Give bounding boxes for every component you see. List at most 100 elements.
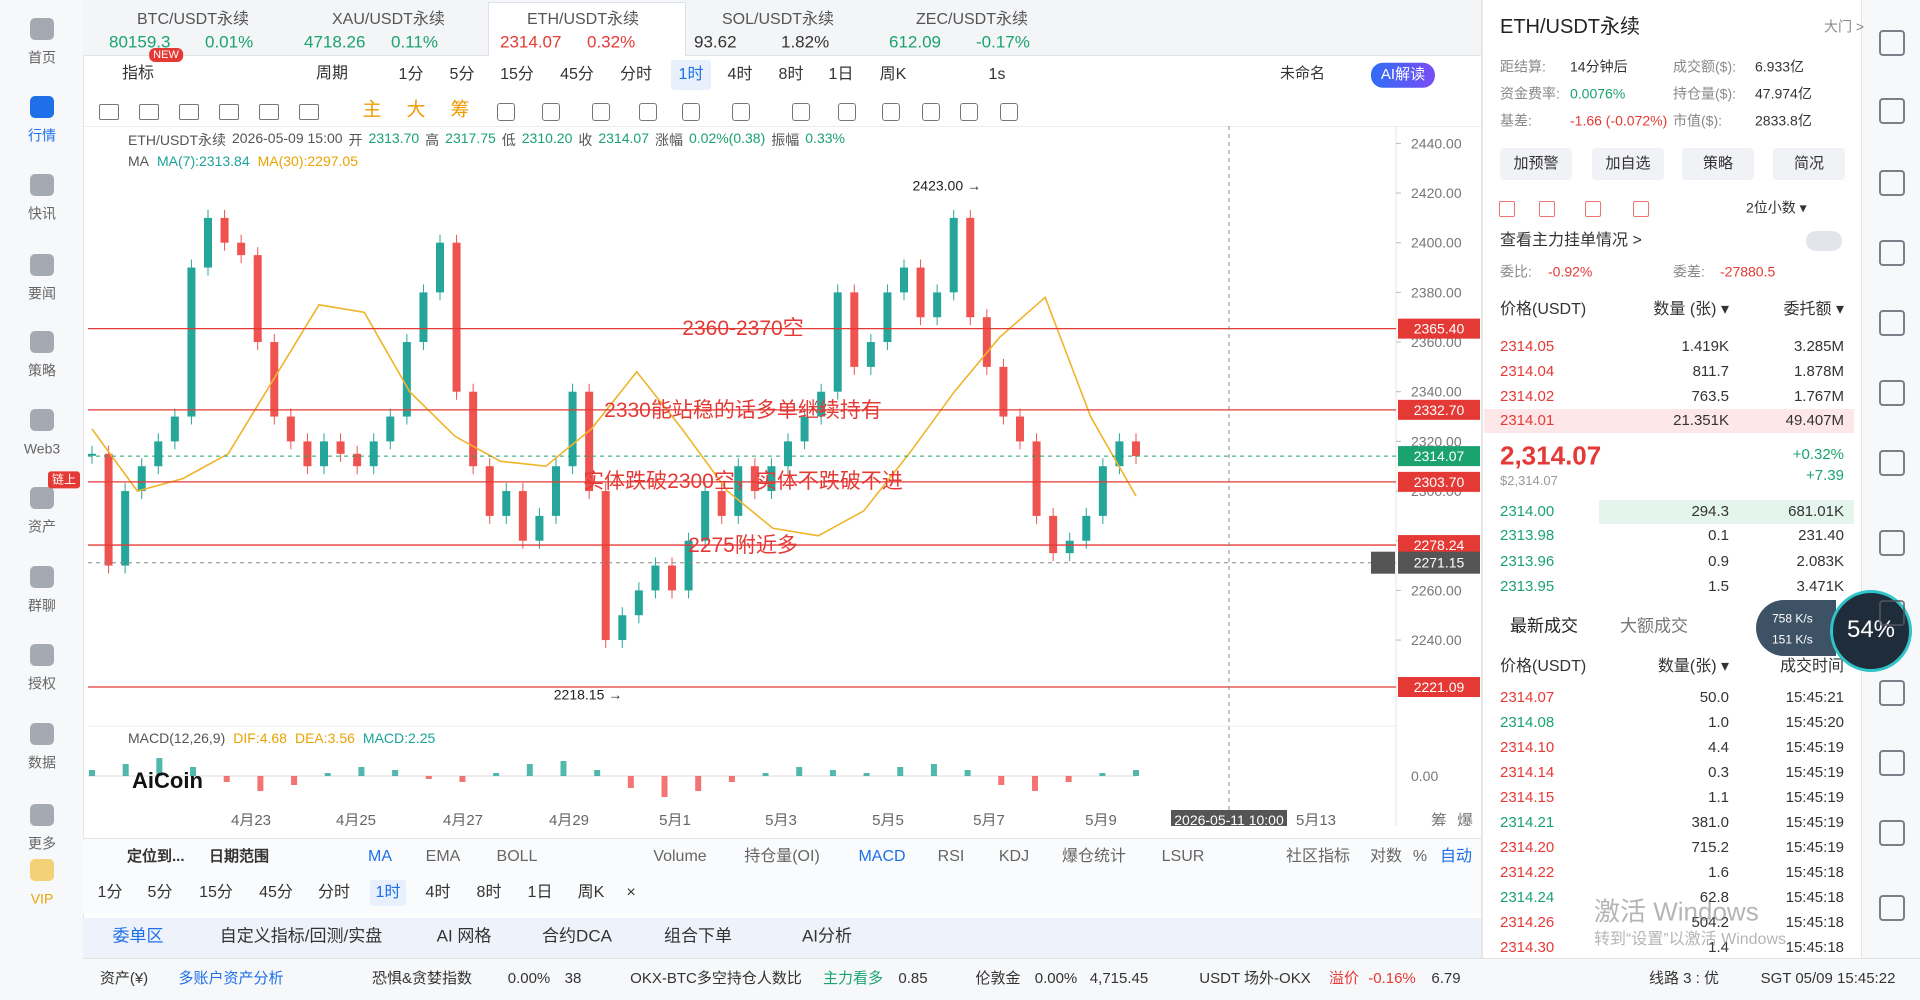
draw-tool[interactable]: 筹 xyxy=(450,99,470,121)
stat-label: 距结算: xyxy=(1500,58,1546,75)
candle xyxy=(883,292,892,343)
indicator-button[interactable]: 社区指标 xyxy=(1285,848,1351,866)
period-button[interactable]: 1分 xyxy=(398,66,424,84)
bottom-tab[interactable]: 合约DCA xyxy=(542,926,612,946)
nav-item[interactable]: 数据 xyxy=(28,754,56,771)
nav-item[interactable]: 授权 xyxy=(28,675,56,692)
indicator-button[interactable]: BOLL xyxy=(496,848,538,866)
period-button[interactable]: 15分 xyxy=(199,884,233,902)
period-button[interactable]: 5分 xyxy=(147,884,173,902)
status-item: 4,715.45 xyxy=(1089,969,1149,987)
range-button[interactable]: 日期范围 xyxy=(208,847,270,865)
nav-item[interactable]: 首页 xyxy=(28,49,56,66)
panel-button[interactable]: 策略 xyxy=(1702,154,1734,172)
field-value: 2314.07 xyxy=(598,130,649,146)
nav-item[interactable]: 更多 xyxy=(28,835,56,852)
period-button[interactable]: 1日 xyxy=(527,884,553,902)
status-item: -0.16% xyxy=(1368,969,1416,987)
book-amount: 1.767M xyxy=(1793,387,1844,405)
bottom-tab[interactable]: 组合下单 xyxy=(664,926,732,946)
ticker-symbol[interactable]: SOL/USDT永续 xyxy=(722,11,835,29)
period-button[interactable]: 分时 xyxy=(619,66,653,84)
indicator-button[interactable]: KDJ xyxy=(998,848,1030,866)
period-button[interactable]: 1时 xyxy=(375,884,401,902)
book-qty: 811.7 xyxy=(1692,362,1729,380)
period-button[interactable]: 1分 xyxy=(97,884,123,902)
status-item: 0.85 xyxy=(898,969,928,987)
layout-name[interactable]: 未命名 xyxy=(1280,64,1326,82)
nav-icon xyxy=(30,723,54,745)
period-button[interactable]: 分时 xyxy=(317,884,351,902)
draw-tool[interactable]: 大 xyxy=(406,99,426,121)
y-tick-label: 2260.00 xyxy=(1411,582,1462,598)
ticker-symbol[interactable]: ZEC/USDT永续 xyxy=(916,11,1029,29)
x-tick-label: 4月23 xyxy=(231,812,271,826)
indicator-button[interactable]: 持仓量(OI) xyxy=(744,848,820,866)
period-button[interactable]: 5分 xyxy=(449,66,475,84)
nav-item[interactable]: VIP xyxy=(30,890,54,907)
ticker-symbol[interactable]: ETH/USDT永续 xyxy=(527,11,640,29)
trade-tab[interactable]: 大额成交 xyxy=(1620,616,1688,636)
period-button[interactable]: 1日 xyxy=(828,66,854,84)
trade-tab[interactable]: 最新成交 xyxy=(1510,616,1578,636)
period-button[interactable]: 周K xyxy=(577,884,605,902)
locate-button[interactable]: 定位到... xyxy=(127,847,185,865)
toolbar-button[interactable]: 指标 xyxy=(122,65,155,83)
nav-item[interactable]: 要闻 xyxy=(28,285,56,302)
nav-item[interactable]: 行情 xyxy=(28,127,56,144)
candle xyxy=(916,267,925,318)
indicator-button[interactable]: MACD xyxy=(858,848,906,866)
book-qty: 21.351K xyxy=(1673,411,1729,429)
period-button[interactable]: 4时 xyxy=(425,884,451,902)
speed-button[interactable]: 1s xyxy=(988,66,1006,84)
crosshair-label: 2271.15 xyxy=(1414,555,1465,571)
tool-icon xyxy=(922,103,940,121)
indicator-button[interactable]: MA xyxy=(368,848,392,866)
indicator-button[interactable]: RSI xyxy=(937,848,965,866)
bottom-tab[interactable]: AI分析 xyxy=(801,926,853,946)
panel-button[interactable]: 加自选 xyxy=(1605,154,1651,172)
nav-item[interactable]: Web3 xyxy=(23,440,61,457)
nav-item[interactable]: 资产 xyxy=(28,518,56,535)
indicator-button[interactable]: 爆仓统计 xyxy=(1061,848,1127,866)
decimals-select[interactable]: 2位小数 ▾ xyxy=(1746,199,1807,216)
period-button[interactable]: 15分 xyxy=(500,66,534,84)
period-button[interactable]: 周K xyxy=(879,66,907,84)
period-button[interactable]: 8时 xyxy=(778,66,804,84)
draw-tool[interactable]: 主 xyxy=(362,99,382,121)
book-qty: 1.419K xyxy=(1681,337,1729,355)
panel-button[interactable]: 加预警 xyxy=(1513,154,1559,172)
indicator-button[interactable]: 对数 xyxy=(1369,848,1403,866)
trade-price: 2314.26 xyxy=(1500,913,1555,931)
period-button[interactable]: 45分 xyxy=(560,66,594,84)
y-tick-label: 2380.00 xyxy=(1411,284,1462,300)
nav-item[interactable]: 策略 xyxy=(28,362,56,379)
panel-button[interactable]: 简况 xyxy=(1793,154,1825,172)
ticker-symbol[interactable]: XAU/USDT永续 xyxy=(332,11,445,29)
main-orders-link[interactable]: 查看主力挂单情况 > xyxy=(1500,232,1642,250)
bottom-tab[interactable]: AI 网格 xyxy=(436,926,492,946)
indicator-button[interactable]: LSUR xyxy=(1161,848,1205,866)
door-link[interactable]: 大门 > xyxy=(1824,18,1865,35)
toolbar-button[interactable]: 周期 xyxy=(316,65,349,83)
indicator-button[interactable]: 自动 xyxy=(1439,848,1473,866)
ai-button[interactable]: AI解读 xyxy=(1370,62,1436,88)
side-icon xyxy=(1879,750,1905,776)
period-button[interactable]: × xyxy=(626,884,636,902)
period-button[interactable]: 45分 xyxy=(259,884,293,902)
indicator-button[interactable]: % xyxy=(1412,848,1428,866)
nav-item[interactable]: 群聊 xyxy=(28,597,56,614)
period-button[interactable]: 1时 xyxy=(678,66,704,84)
ticker-change: -0.17% xyxy=(976,32,1030,52)
ma-label: MA(30):2297.05 xyxy=(257,153,359,169)
ticker-symbol[interactable]: BTC/USDT永续 xyxy=(137,11,250,29)
bottom-tab[interactable]: 自定义指标/回测/实盘 xyxy=(219,926,383,946)
period-button[interactable]: 4时 xyxy=(727,66,753,84)
nav-item[interactable]: 快讯 xyxy=(28,205,56,222)
nav-icon xyxy=(30,254,54,276)
period-button[interactable]: 8时 xyxy=(476,884,502,902)
bottom-tab[interactable]: 委单区 xyxy=(112,926,164,946)
indicator-button[interactable]: Volume xyxy=(653,848,707,866)
stat-value: 47.974亿 xyxy=(1755,85,1812,102)
indicator-button[interactable]: EMA xyxy=(425,848,461,866)
